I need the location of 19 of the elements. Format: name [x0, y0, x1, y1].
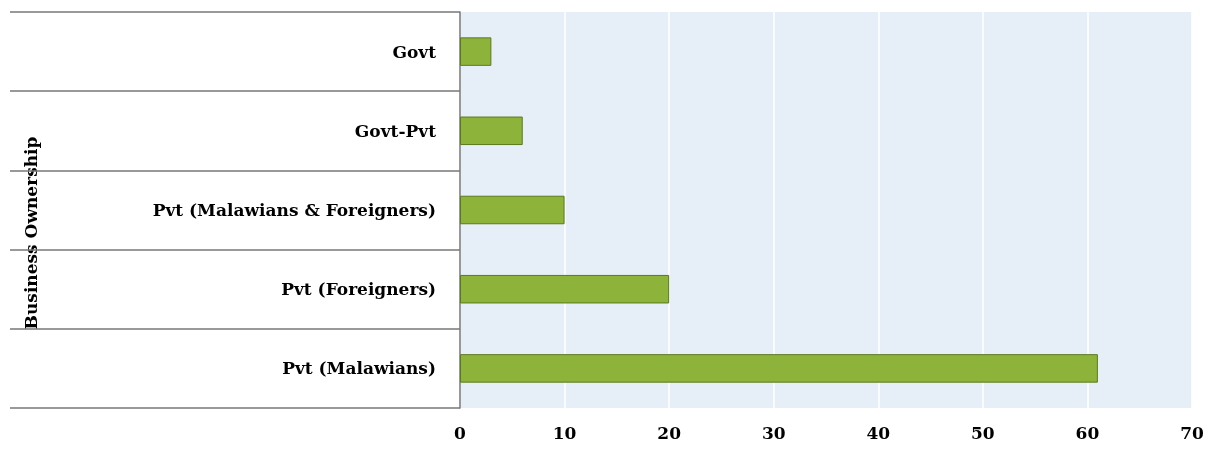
y-tick-label: Pvt (Foreigners) — [281, 279, 436, 300]
x-tick-label: 40 — [866, 422, 891, 443]
x-tick-label: 30 — [761, 422, 786, 443]
bar — [460, 116, 523, 146]
x-tick-label: 60 — [1075, 422, 1100, 443]
bar — [460, 354, 1098, 383]
y-tick-label: Pvt (Malawians) — [282, 358, 436, 379]
bar — [460, 195, 565, 225]
x-tick-label: 10 — [552, 422, 577, 443]
x-tick-label: 0 — [454, 422, 467, 443]
y-tick-label: Pvt (Malawians & Foreigners) — [152, 200, 436, 220]
x-tick-label: 20 — [657, 422, 682, 443]
bar — [460, 37, 492, 66]
text: Business Ownership — [20, 136, 41, 330]
x-tick-label: 50 — [971, 422, 995, 443]
x-tick-label: 70 — [1180, 422, 1204, 443]
y-tick-label: Govt-Pvt — [354, 120, 437, 141]
y-tick-label: Govt — [392, 41, 437, 62]
bar — [460, 274, 670, 304]
